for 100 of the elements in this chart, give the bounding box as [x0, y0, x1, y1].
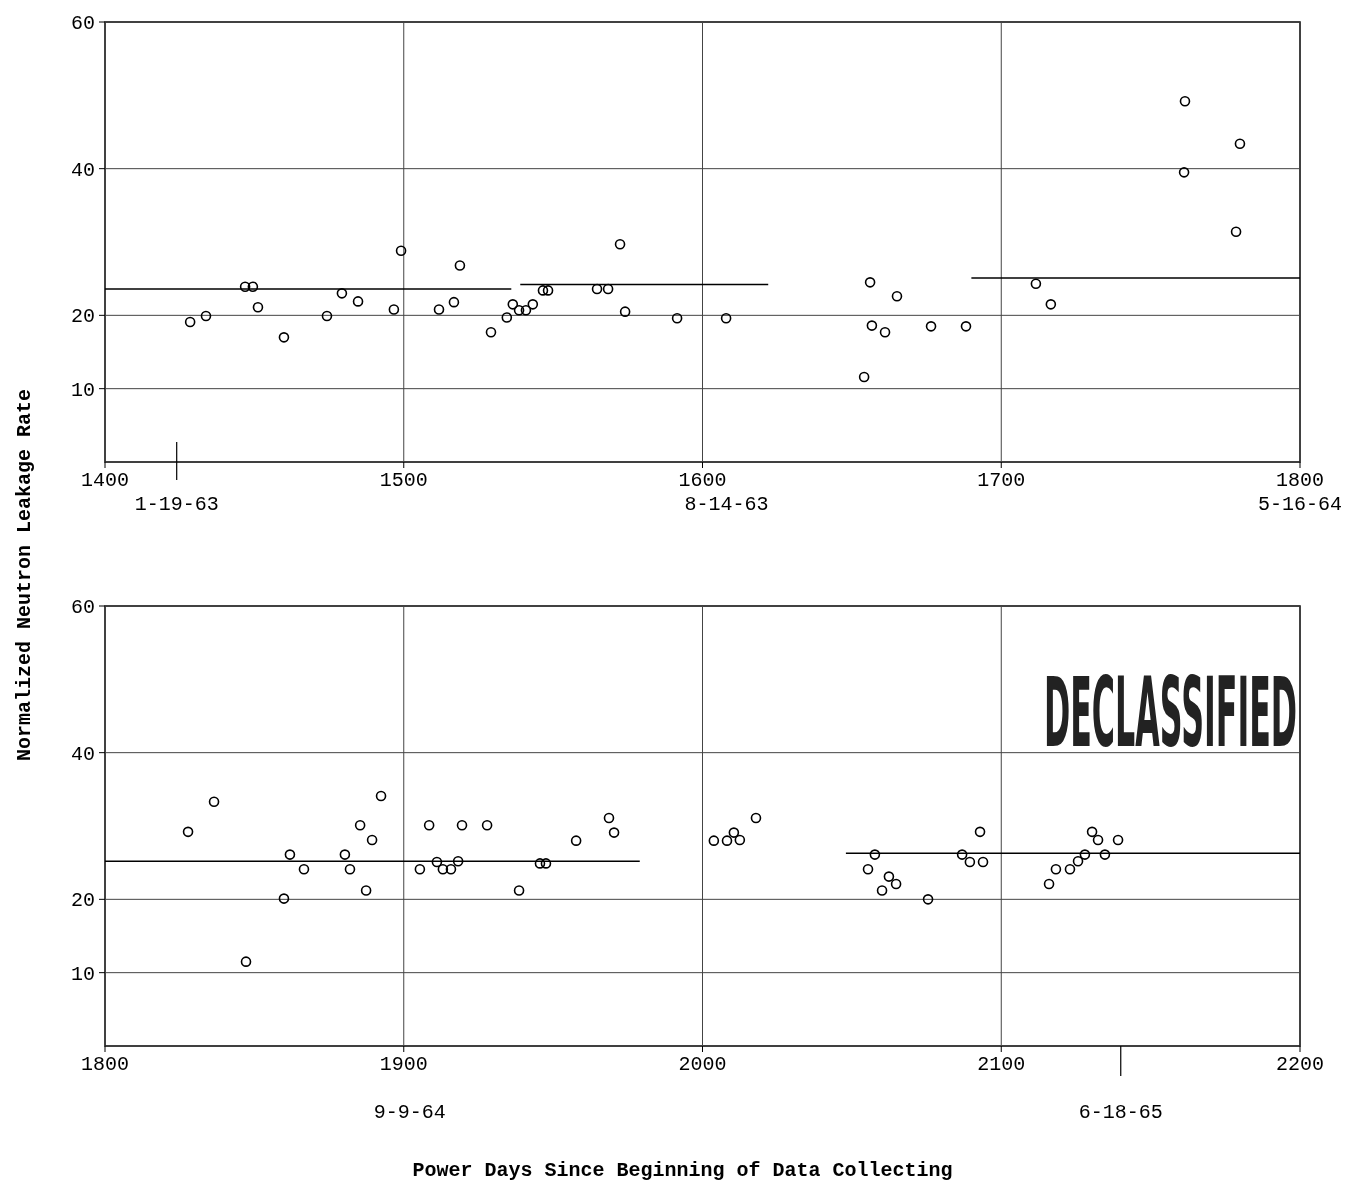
x-tick-label: 1900	[379, 1053, 428, 1076]
y-tick-label: 10	[70, 378, 95, 402]
point	[925, 321, 937, 332]
point	[520, 304, 532, 316]
y-tick-label: 40	[70, 158, 95, 182]
point	[608, 827, 620, 838]
point	[858, 371, 870, 383]
point	[239, 281, 251, 293]
x-tick-label: 1700	[977, 469, 1026, 492]
point	[1179, 95, 1191, 107]
point	[614, 238, 626, 250]
point	[602, 283, 614, 295]
point	[862, 863, 874, 875]
point	[414, 863, 426, 875]
point	[534, 858, 546, 869]
x-tick-label: 1600	[678, 469, 727, 492]
point	[366, 834, 378, 846]
y-tick-label: 60	[70, 12, 95, 35]
annotation: DECLASSIFIED	[1043, 655, 1298, 769]
point	[208, 796, 220, 808]
point	[734, 834, 746, 846]
point	[876, 885, 888, 896]
x-tick-label: 2100	[977, 1053, 1026, 1076]
point	[879, 326, 891, 338]
y-axis-title: Normalized Neutron Leakage Rate	[13, 388, 36, 762]
point	[869, 849, 881, 860]
point	[1099, 849, 1111, 860]
point	[485, 326, 497, 338]
point	[603, 812, 615, 824]
point	[240, 956, 252, 967]
point	[278, 332, 290, 343]
point	[344, 863, 356, 875]
point	[956, 849, 968, 860]
point	[708, 835, 720, 846]
point	[922, 894, 934, 905]
point	[278, 893, 290, 904]
point	[542, 285, 554, 296]
point	[352, 296, 364, 307]
point	[974, 826, 986, 838]
y-tick-label: 10	[70, 962, 95, 986]
point	[182, 826, 194, 838]
point	[527, 299, 539, 310]
point	[284, 849, 296, 860]
point	[540, 858, 552, 869]
point	[1086, 826, 1098, 838]
point	[537, 285, 549, 296]
point	[445, 863, 457, 875]
point	[964, 856, 976, 868]
point	[1092, 834, 1104, 846]
y-tick-label: 20	[70, 305, 95, 329]
point	[252, 301, 264, 313]
point	[423, 819, 435, 831]
point	[1178, 167, 1190, 178]
point	[883, 871, 895, 882]
point	[395, 245, 407, 257]
point	[619, 306, 631, 317]
point	[866, 320, 878, 331]
point	[448, 296, 460, 308]
point	[375, 790, 387, 802]
point	[977, 856, 989, 868]
point	[454, 260, 466, 271]
point	[1050, 863, 1062, 875]
point	[570, 835, 582, 846]
point	[247, 281, 259, 293]
point	[388, 304, 400, 315]
point	[481, 819, 493, 831]
point	[200, 310, 212, 322]
point	[721, 835, 733, 846]
point	[513, 885, 525, 896]
x-tick-label: 1500	[379, 469, 428, 492]
point	[1230, 226, 1242, 238]
point	[1234, 138, 1246, 150]
x-tick-label: 2200	[1275, 1053, 1325, 1076]
x-tick-label: 1800	[1275, 469, 1325, 492]
point	[728, 827, 740, 838]
point	[452, 855, 464, 867]
y-tick-label: 40	[70, 742, 95, 766]
point	[750, 812, 762, 824]
point	[891, 290, 903, 302]
x-tick-label: 1800	[80, 1053, 130, 1076]
point	[321, 310, 333, 322]
point	[513, 304, 525, 316]
point	[720, 312, 732, 324]
text: 9-9-64	[373, 1101, 446, 1124]
y-tick-label: 60	[70, 596, 95, 619]
x-tick-label: 2000	[678, 1053, 727, 1076]
point	[336, 288, 348, 299]
point	[960, 321, 972, 332]
point	[1112, 834, 1124, 846]
point	[864, 277, 876, 288]
point	[1045, 299, 1057, 310]
point	[456, 819, 468, 831]
point	[501, 312, 513, 323]
point	[890, 878, 902, 890]
point	[437, 863, 449, 875]
point	[507, 299, 519, 310]
point	[298, 863, 310, 875]
point	[354, 819, 366, 831]
y-tick-label: 20	[70, 889, 95, 913]
text: 5-16-64	[1257, 493, 1343, 516]
